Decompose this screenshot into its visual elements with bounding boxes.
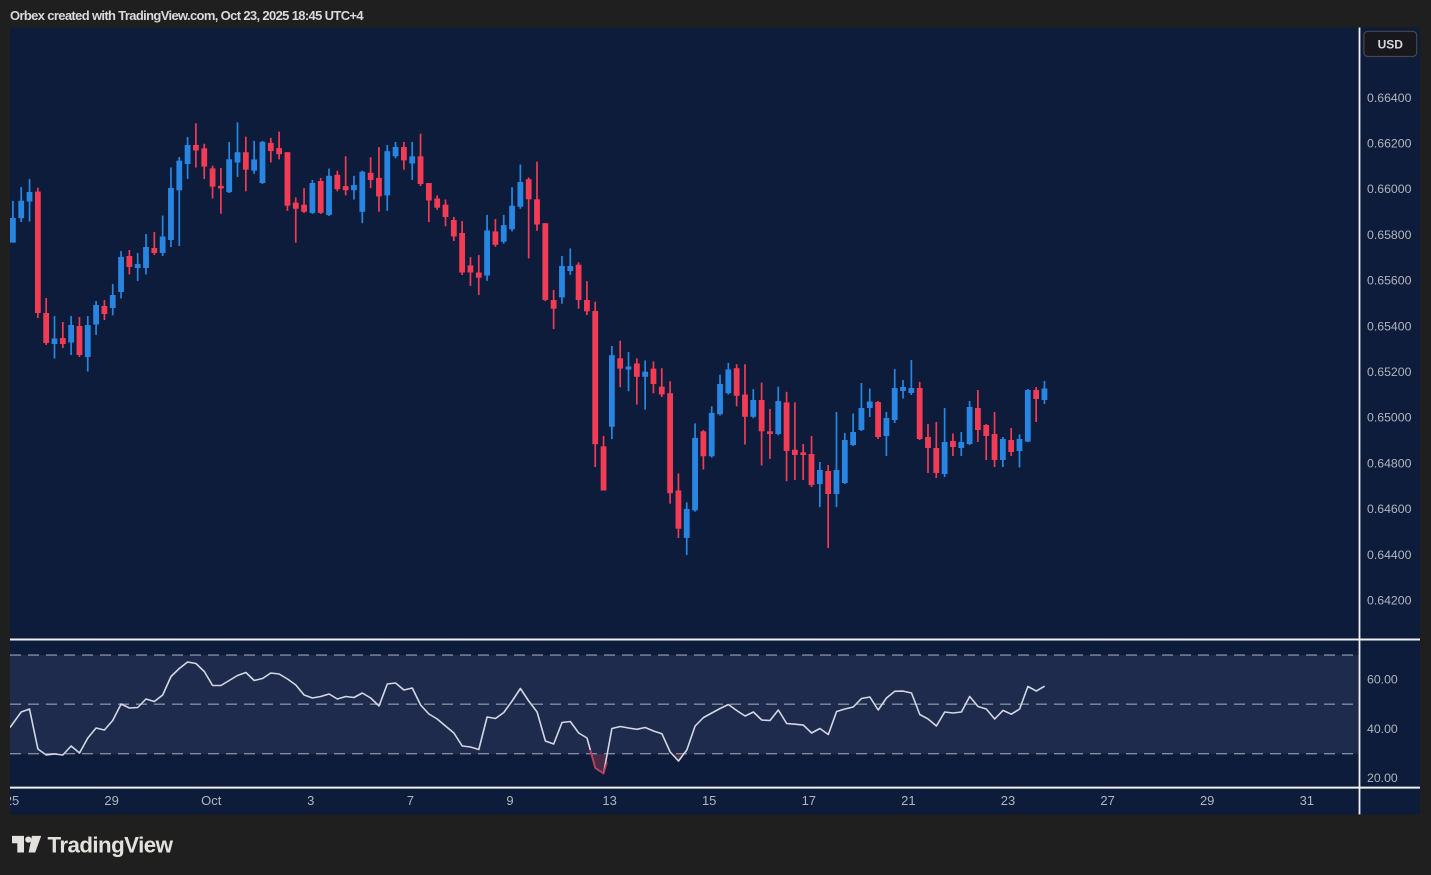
svg-text:15: 15	[702, 793, 716, 808]
svg-text:21: 21	[901, 793, 915, 808]
svg-text:29: 29	[1200, 793, 1214, 808]
svg-text:29: 29	[104, 793, 118, 808]
svg-text:Oct: Oct	[201, 793, 222, 808]
svg-text:31: 31	[1300, 793, 1314, 808]
svg-text:17: 17	[802, 793, 816, 808]
svg-text:9: 9	[506, 793, 513, 808]
svg-text:23: 23	[1001, 793, 1015, 808]
svg-text:0.65800: 0.65800	[1367, 228, 1412, 242]
svg-text:20.00: 20.00	[1367, 771, 1398, 785]
svg-text:0.64400: 0.64400	[1367, 548, 1412, 562]
svg-text:0.65000: 0.65000	[1367, 411, 1412, 425]
svg-text:0.65200: 0.65200	[1367, 365, 1412, 379]
svg-text:7: 7	[407, 793, 414, 808]
svg-text:27: 27	[1100, 793, 1114, 808]
svg-text:13: 13	[602, 793, 616, 808]
svg-text:Orbex created with TradingView: Orbex created with TradingView.com, Oct …	[10, 8, 364, 23]
svg-text:0.64600: 0.64600	[1367, 502, 1412, 516]
svg-text:TradingView: TradingView	[48, 833, 174, 858]
svg-text:0.64200: 0.64200	[1367, 594, 1412, 608]
svg-text:0.65400: 0.65400	[1367, 319, 1412, 333]
svg-text:0.66400: 0.66400	[1367, 91, 1412, 105]
svg-text:3: 3	[307, 793, 314, 808]
svg-text:25: 25	[5, 793, 19, 808]
svg-text:40.00: 40.00	[1367, 722, 1398, 736]
svg-text:USD: USD	[1378, 37, 1404, 51]
svg-text:0.66200: 0.66200	[1367, 137, 1412, 151]
svg-text:0.65600: 0.65600	[1367, 274, 1412, 288]
svg-text:60.00: 60.00	[1367, 673, 1398, 687]
svg-text:0.64800: 0.64800	[1367, 456, 1412, 470]
svg-text:0.66000: 0.66000	[1367, 182, 1412, 196]
